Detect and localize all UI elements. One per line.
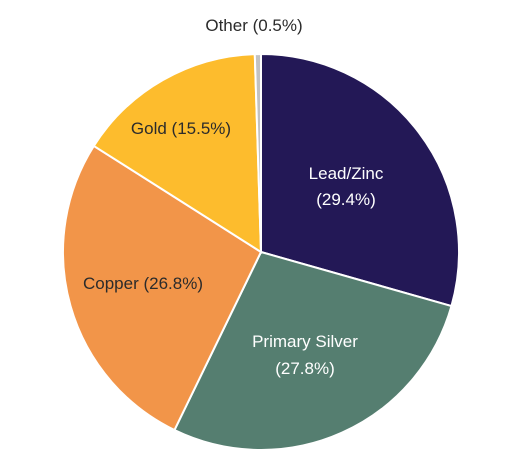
pie-slice-other [253, 52, 262, 253]
pie-label-copper: Copper (26.8%) [83, 274, 203, 293]
pie-slice-lead-zinc [260, 52, 460, 308]
pie-label-gold: Gold (15.5%) [131, 119, 231, 138]
pie-label-other: Other (0.5%) [205, 16, 302, 35]
pie-value-lead-zinc: (29.4%) [316, 190, 376, 209]
pie-label-primary-silver: Primary Silver [252, 332, 358, 351]
labels-layer: Lead/Zinc (29.4%) Primary Silver (27.8%) Cop… [83, 16, 384, 378]
pie-slice-gold [92, 53, 263, 254]
pie-slice-copper [62, 144, 263, 432]
slices-layer [62, 52, 460, 451]
pie-slice-primary-silver [173, 250, 453, 451]
pie-label-lead-zinc: Lead/Zinc [309, 164, 384, 183]
pie-value-primary-silver: (27.8%) [275, 359, 335, 378]
